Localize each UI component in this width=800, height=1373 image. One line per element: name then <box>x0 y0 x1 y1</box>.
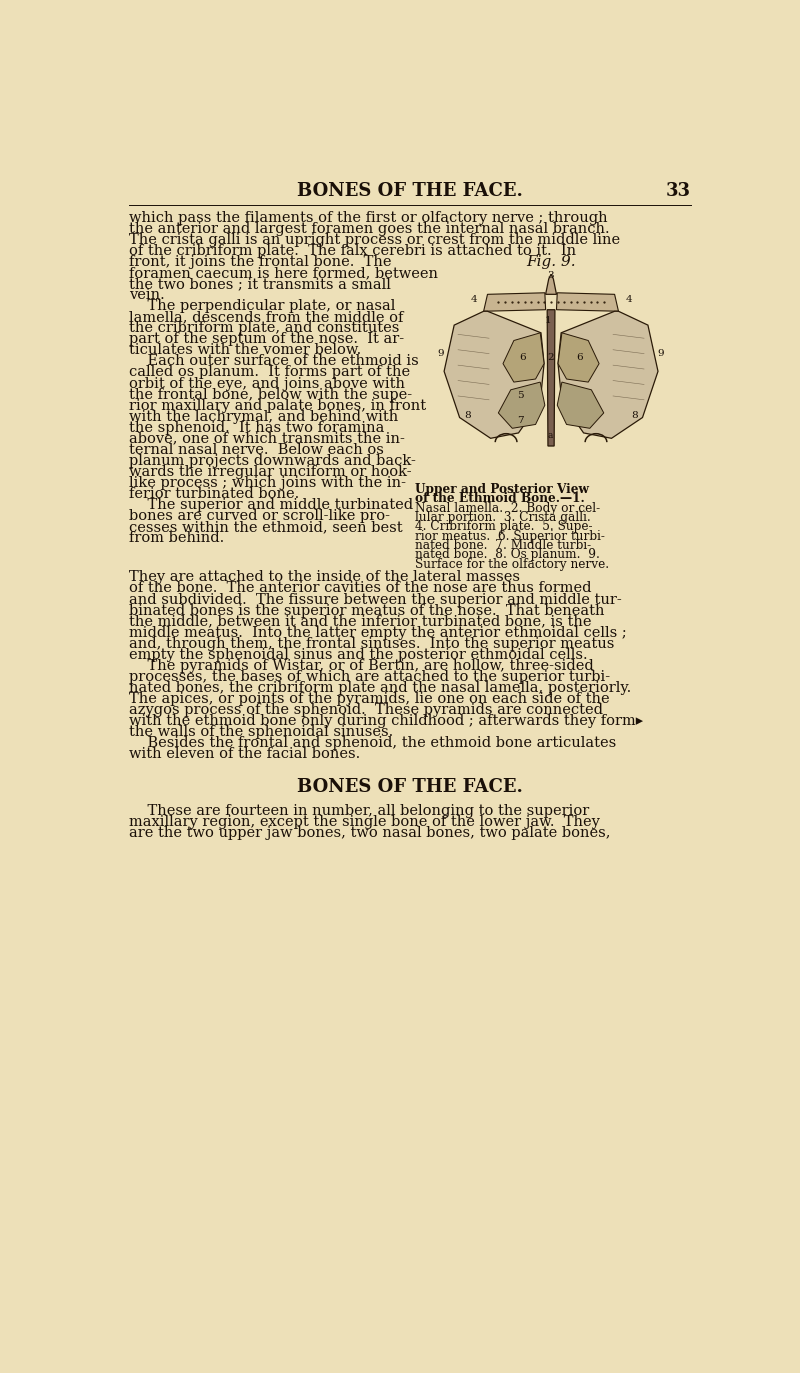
Text: ternal nasal nerve.  Below each os: ternal nasal nerve. Below each os <box>130 442 384 457</box>
Polygon shape <box>484 292 546 312</box>
Text: ticulates with the vomer below.: ticulates with the vomer below. <box>130 343 362 357</box>
Text: the walls of the sphenoidal sinuses.: the walls of the sphenoidal sinuses. <box>130 725 394 739</box>
Text: are the two upper jaw bones, two nasal bones, two palate bones,: are the two upper jaw bones, two nasal b… <box>130 827 611 840</box>
Text: The apices, or points of the pyramids, lie one on each side of the: The apices, or points of the pyramids, l… <box>130 692 610 706</box>
Text: BONES OF THE FACE.: BONES OF THE FACE. <box>297 778 523 796</box>
Polygon shape <box>557 292 618 312</box>
Text: the two bones ; it transmits a small: the two bones ; it transmits a small <box>130 277 391 291</box>
Text: empty the sphenoidal sinus and the posterior ethmoidal cells.: empty the sphenoidal sinus and the poste… <box>130 648 588 662</box>
Text: Fig. 9.: Fig. 9. <box>526 255 576 269</box>
Polygon shape <box>547 310 555 446</box>
Text: processes, the bases of which are attached to the superior turbi-: processes, the bases of which are attach… <box>130 670 610 684</box>
Text: of the bone.  The anterior cavities of the nose are thus formed: of the bone. The anterior cavities of th… <box>130 582 592 596</box>
Text: 6: 6 <box>577 353 583 362</box>
Text: the middle, between it and the inferior turbinated bone, is the: the middle, between it and the inferior … <box>130 615 592 629</box>
Text: the frontal bone, below with the supe-: the frontal bone, below with the supe- <box>130 387 413 401</box>
Text: They are attached to the inside of the lateral masses: They are attached to the inside of the l… <box>130 570 521 585</box>
Text: These are fourteen in number, all belonging to the superior: These are fourteen in number, all belong… <box>130 805 590 818</box>
Text: 33: 33 <box>666 181 690 199</box>
Text: wards the irregular unciform or hook-: wards the irregular unciform or hook- <box>130 465 412 479</box>
Text: rior maxillary and palate bones, in front: rior maxillary and palate bones, in fron… <box>130 398 426 412</box>
Polygon shape <box>558 312 658 438</box>
Text: 9: 9 <box>658 349 665 358</box>
Text: middle meatus.  Into the latter empty the anterior ethmoidal cells ;: middle meatus. Into the latter empty the… <box>130 626 627 640</box>
Text: 8: 8 <box>631 411 638 420</box>
Text: foramen caecum is here formed, between: foramen caecum is here formed, between <box>130 266 438 280</box>
Text: the anterior and largest foramen goes the internal nasal branch.: the anterior and largest foramen goes th… <box>130 222 610 236</box>
Text: planum projects downwards and back-: planum projects downwards and back- <box>130 453 416 468</box>
Text: Each outer surface of the ethmoid is: Each outer surface of the ethmoid is <box>130 354 419 368</box>
Text: Upper and Posterior View: Upper and Posterior View <box>414 483 589 496</box>
Polygon shape <box>558 332 599 382</box>
Text: 7: 7 <box>517 416 523 426</box>
Polygon shape <box>503 332 544 382</box>
Text: with eleven of the facial bones.: with eleven of the facial bones. <box>130 747 361 761</box>
Text: of the Ethmoid Bone.—1.: of the Ethmoid Bone.—1. <box>414 493 585 505</box>
Text: of the cribriform plate.  The falx cerebri is attached to it.  In: of the cribriform plate. The falx cerebr… <box>130 244 577 258</box>
Text: the cribriform plate, and constitutes: the cribriform plate, and constitutes <box>130 321 400 335</box>
Text: and subdivided.  The fissure between the superior and middle tur-: and subdivided. The fissure between the … <box>130 593 622 607</box>
Text: maxillary region, except the single bone of the lower jaw.  They: maxillary region, except the single bone… <box>130 816 600 829</box>
Text: 5: 5 <box>517 391 523 401</box>
Text: The superior and middle turbinated: The superior and middle turbinated <box>130 498 414 512</box>
Polygon shape <box>558 382 604 428</box>
Text: Besides the frontal and sphenoid, the ethmoid bone articulates: Besides the frontal and sphenoid, the et… <box>130 736 617 750</box>
Polygon shape <box>498 382 545 428</box>
Text: rior meatus.  6. Superior turbi-: rior meatus. 6. Superior turbi- <box>414 530 605 542</box>
Text: ferior turbinated bone.: ferior turbinated bone. <box>130 487 300 501</box>
Text: nated bone.  8. Os planum.  9.: nated bone. 8. Os planum. 9. <box>414 548 599 562</box>
Text: 9: 9 <box>438 349 444 358</box>
Polygon shape <box>546 275 557 294</box>
Text: from behind.: from behind. <box>130 531 225 545</box>
Text: orbit of the eye, and joins above with: orbit of the eye, and joins above with <box>130 376 406 390</box>
Text: Nasal lamella.  2. Body or cel-: Nasal lamella. 2. Body or cel- <box>414 501 600 515</box>
Text: called os planum.  It forms part of the: called os planum. It forms part of the <box>130 365 410 379</box>
Text: azygos process of the sphenoid.  These pyramids are connected: azygos process of the sphenoid. These py… <box>130 703 603 717</box>
Text: front, it joins the frontal bone.  The: front, it joins the frontal bone. The <box>130 255 392 269</box>
Text: bones are curved or scroll-like pro-: bones are curved or scroll-like pro- <box>130 509 390 523</box>
Text: 6: 6 <box>519 353 526 362</box>
Text: BONES OF THE FACE.: BONES OF THE FACE. <box>297 181 523 199</box>
Text: a: a <box>547 431 553 441</box>
Text: 4: 4 <box>626 295 632 305</box>
Text: nated bones, the cribriform plate and the nasal lamella, posteriorly.: nated bones, the cribriform plate and th… <box>130 681 632 695</box>
Text: vein.: vein. <box>130 288 165 302</box>
Text: the sphenoid.  It has two foramina: the sphenoid. It has two foramina <box>130 420 385 435</box>
Polygon shape <box>444 312 544 438</box>
Text: 4. Cribriform plate.  5. Supe-: 4. Cribriform plate. 5. Supe- <box>414 520 592 533</box>
Text: which pass the filaments of the first or olfactory nerve ; through: which pass the filaments of the first or… <box>130 211 608 225</box>
Text: 2: 2 <box>548 353 554 362</box>
Text: binated bones is the superior meatus of the nose.  That beneath: binated bones is the superior meatus of … <box>130 604 605 618</box>
Text: with the lachrymal, and behind with: with the lachrymal, and behind with <box>130 409 398 424</box>
Text: above, one of which transmits the in-: above, one of which transmits the in- <box>130 431 406 446</box>
Text: The perpendicular plate, or nasal: The perpendicular plate, or nasal <box>130 299 396 313</box>
Text: 3: 3 <box>548 272 554 280</box>
Text: and, through them, the frontal sinuses.  Into the superior meatus: and, through them, the frontal sinuses. … <box>130 637 615 651</box>
Text: lular portion.  3. Crista galli.: lular portion. 3. Crista galli. <box>414 511 590 524</box>
Text: with the ethmoid bone only during childhood ; afterwards they form▸: with the ethmoid bone only during childh… <box>130 714 643 728</box>
Text: Surface for the olfactory nerve.: Surface for the olfactory nerve. <box>414 557 609 571</box>
Text: 8: 8 <box>464 411 470 420</box>
Text: The pyramids of Wistar, or of Bertin, are hollow, three-sided: The pyramids of Wistar, or of Bertin, ar… <box>130 659 594 673</box>
Text: 1: 1 <box>545 316 551 325</box>
Text: nated bone.  7. Middle turbi-: nated bone. 7. Middle turbi- <box>414 540 590 552</box>
Text: The crista galli is an upright process or crest from the middle line: The crista galli is an upright process o… <box>130 233 621 247</box>
Text: part of the septum of the nose.  It ar-: part of the septum of the nose. It ar- <box>130 332 405 346</box>
Text: 4: 4 <box>470 295 477 305</box>
Text: lamella, descends from the middle of: lamella, descends from the middle of <box>130 310 404 324</box>
Text: like process ; which joins with the in-: like process ; which joins with the in- <box>130 476 406 490</box>
Text: cesses within the ethmoid, seen best: cesses within the ethmoid, seen best <box>130 520 403 534</box>
